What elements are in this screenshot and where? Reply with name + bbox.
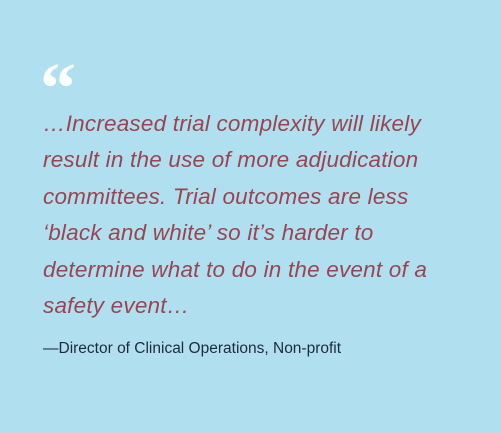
quote-line: …Increased trial complexity will likely — [43, 111, 421, 136]
quote-line: committees. Trial outcomes are less — [43, 183, 409, 209]
quote-text: …Increased trial complexity will likely r… — [43, 106, 493, 324]
quote-line: result in the use of more adjudication — [43, 147, 419, 173]
quote-mark: “ — [40, 48, 76, 128]
attribution: —Director of Clinical Operations, Non-pr… — [43, 340, 342, 357]
quote-line: safety event… — [43, 292, 190, 318]
quote-line: determine what to do in the event of a — [43, 256, 428, 282]
quote-line: ‘black and white’ so it’s harder to — [43, 220, 374, 246]
